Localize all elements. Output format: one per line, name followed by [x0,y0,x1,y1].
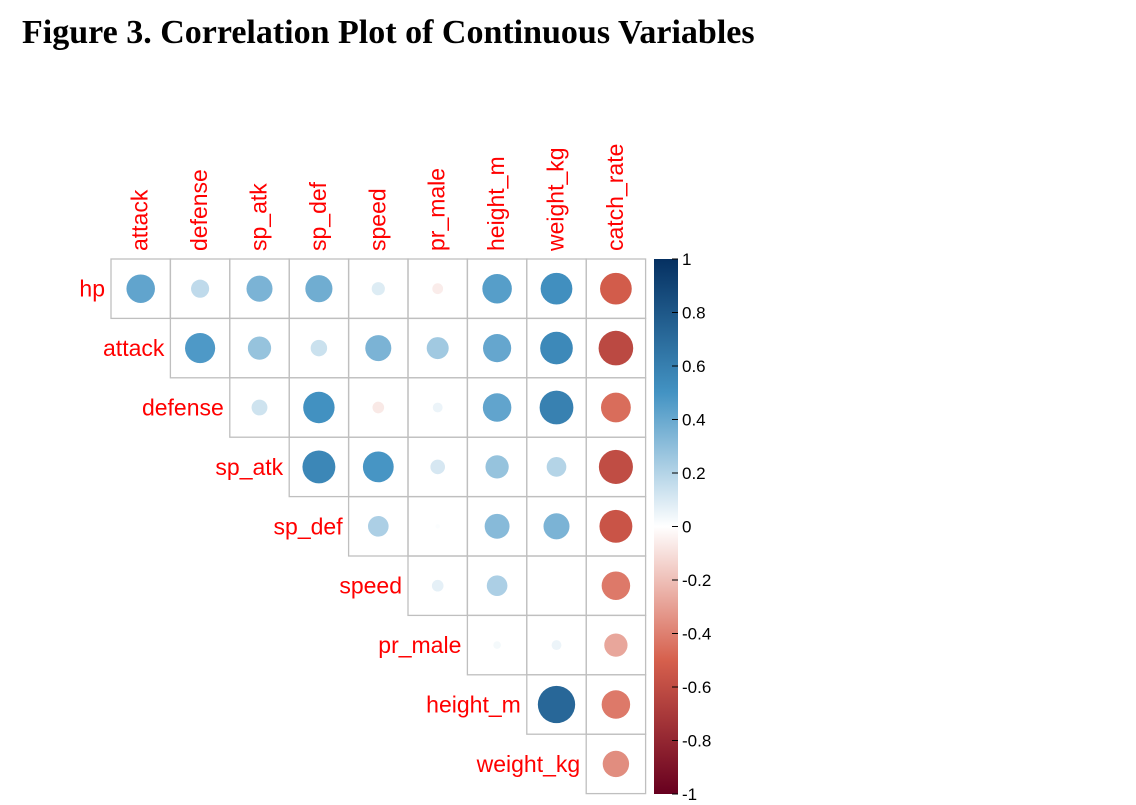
column-label-sp_def: sp_def [305,181,331,251]
column-label-height_m: height_m [483,156,509,251]
corr-circle-sp_atk-sp_def [302,450,336,484]
corr-circle-attack-catch_rate [598,330,634,366]
corr-circle-attack-pr_male [426,337,449,360]
column-label-speed: speed [364,188,390,251]
grid-cell [585,733,647,795]
corr-circle-defense-sp_def [303,391,335,424]
corr-circle-attack-sp_atk [247,336,272,360]
corr-circle-hp-defense [191,279,210,298]
row-label-weight_kg: weight_kg [476,751,581,777]
column-label-attack: attack [127,189,153,251]
row-label-pr_male: pr_male [378,632,461,658]
corr-circle-defense-height_m [482,393,512,422]
corr-circle-height_m-weight_kg [537,685,576,724]
corr-circle-hp-speed [371,282,385,296]
column-label-weight_kg: weight_kg [543,147,569,252]
colorbar-tick-label: -1 [682,785,697,804]
corr-circle-defense-speed [372,401,385,414]
grid-lines [110,258,647,795]
corr-circle-defense-weight_kg [539,390,574,425]
corr-circle-attack-speed [365,335,392,362]
corr-circle-hp-attack [126,274,155,303]
colorbar-legend: 1 0.8 0.6 0.4 0.2 0 -0.2 -0.4 -0.6 -0.8 -1 [654,250,711,804]
corr-circle-attack-height_m [483,334,512,363]
colorbar-tick-label: -0.2 [682,571,711,590]
corr-circle-hp-catch_rate [600,272,632,305]
row-label-speed: speed [339,573,402,599]
colorbar-tick-label: 0.2 [682,464,706,483]
corr-circle-pr_male-weight_kg [551,640,562,651]
colorbar-tick-label: 0.8 [682,304,706,323]
corr-circle-hp-sp_def [305,275,333,303]
column-label-defense: defense [186,169,212,251]
colorbar-tick-label: 0.6 [682,357,706,376]
colorbar-tick-label: 0.4 [682,411,706,430]
corr-circle-hp-height_m [482,273,512,304]
colorbar-tick-label: -0.6 [682,678,711,697]
corr-circle-sp_atk-catch_rate [598,449,633,484]
corr-circle-hp-pr_male [432,283,444,295]
corr-circle-weight_kg-catch_rate [602,750,630,778]
corr-circle-hp-sp_atk [246,275,273,302]
row-label-sp_atk: sp_atk [215,454,283,480]
colorbar-tick-label: 1 [682,250,691,269]
corr-circle-sp_def-height_m [484,513,510,539]
corr-circle-sp_def-weight_kg [543,513,570,540]
corr-circle-attack-sp_def [310,339,328,357]
colorbar-tick-label: -0.8 [682,732,711,751]
corr-circle-attack-weight_kg [540,331,573,365]
column-labels: attack defense sp_atk sp_def speed pr_male hei… [127,144,628,252]
corr-circle-height_m-catch_rate [601,690,631,719]
corr-circle-defense-sp_atk [251,399,268,416]
grid-cell [526,555,587,617]
corr-circle-hp-weight_kg [540,272,573,305]
corr-circle-pr_male-catch_rate [604,633,628,657]
corr-circle-attack-defense [185,333,216,364]
colorbar-tick-label: -0.4 [682,625,711,644]
corr-circle-speed-height_m [486,575,508,597]
corr-circle-sp_atk-pr_male [430,459,446,475]
column-label-pr_male: pr_male [424,168,450,251]
column-label-sp_atk: sp_atk [246,183,272,251]
corr-circle-sp_def-catch_rate [599,509,633,543]
corr-circle-sp_def-speed [367,515,389,537]
corr-circle-speed-pr_male [431,579,444,592]
corr-circle-sp_atk-height_m [485,455,509,479]
colorbar-tick-label: 0 [682,518,691,537]
row-label-height_m: height_m [426,692,521,718]
corr-circle-sp_def-pr_male [435,524,440,529]
corr-circle-speed-catch_rate [601,571,631,600]
row-label-sp_def: sp_def [274,513,344,539]
corr-circle-defense-catch_rate [600,392,631,423]
correlation-circles [126,272,634,778]
row-label-hp: hp [79,276,105,302]
row-label-attack: attack [103,335,165,361]
corr-circle-sp_atk-speed [362,451,394,483]
corr-circle-defense-pr_male [432,402,443,413]
figure-title: Figure 3. Correlation Plot of Continuous… [22,14,755,51]
corr-circle-pr_male-height_m [493,641,501,649]
row-label-defense: defense [142,395,224,421]
corr-circle-sp_atk-weight_kg [546,457,567,477]
column-label-catch_rate: catch_rate [602,144,628,251]
